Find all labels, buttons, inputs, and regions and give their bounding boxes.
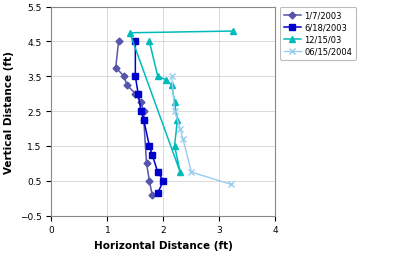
X-axis label: Horizontal Distance (ft): Horizontal Distance (ft) (94, 240, 233, 250)
12/15/03 (164, 79, 168, 82)
6/18/2003 (139, 110, 143, 113)
12/15/03 (172, 102, 177, 105)
12/15/03 (169, 84, 174, 87)
6/18/2003 (133, 75, 138, 78)
1/7/2003 (150, 193, 155, 196)
06/15/2004 (178, 128, 183, 131)
6/18/2003 (156, 171, 160, 174)
06/15/2004 (169, 75, 174, 78)
6/18/2003 (136, 93, 141, 96)
1/7/2003 (144, 162, 149, 165)
6/18/2003 (147, 145, 152, 148)
12/15/03 (147, 41, 152, 44)
1/7/2003 (116, 41, 121, 44)
6/18/2003 (161, 180, 166, 183)
1/7/2003 (113, 67, 118, 70)
1/7/2003 (139, 102, 143, 105)
Line: 6/18/2003: 6/18/2003 (132, 39, 166, 196)
12/15/03 (156, 75, 160, 78)
12/15/03 (175, 119, 180, 122)
06/15/2004 (172, 110, 177, 113)
06/15/2004 (228, 183, 233, 186)
1/7/2003 (133, 93, 138, 96)
Line: 1/7/2003: 1/7/2003 (113, 40, 155, 197)
6/18/2003 (156, 192, 160, 195)
12/15/03 (127, 32, 132, 35)
1/7/2003 (122, 75, 127, 78)
6/18/2003 (133, 41, 138, 44)
6/18/2003 (141, 119, 146, 122)
1/7/2003 (141, 110, 146, 113)
12/15/03 (172, 145, 177, 148)
Y-axis label: Vertical Distance (ft): Vertical Distance (ft) (4, 51, 14, 173)
Line: 06/15/2004: 06/15/2004 (168, 74, 234, 188)
6/18/2003 (150, 153, 155, 156)
06/15/2004 (181, 138, 185, 141)
06/15/2004 (189, 171, 194, 174)
12/15/03 (231, 30, 236, 34)
1/7/2003 (141, 119, 146, 122)
12/15/03 (178, 171, 183, 174)
Legend: 1/7/2003, 6/18/2003, 12/15/03, 06/15/2004: 1/7/2003, 6/18/2003, 12/15/03, 06/15/200… (280, 8, 356, 60)
1/7/2003 (124, 84, 129, 87)
1/7/2003 (147, 180, 152, 183)
Line: 12/15/03: 12/15/03 (126, 28, 237, 176)
